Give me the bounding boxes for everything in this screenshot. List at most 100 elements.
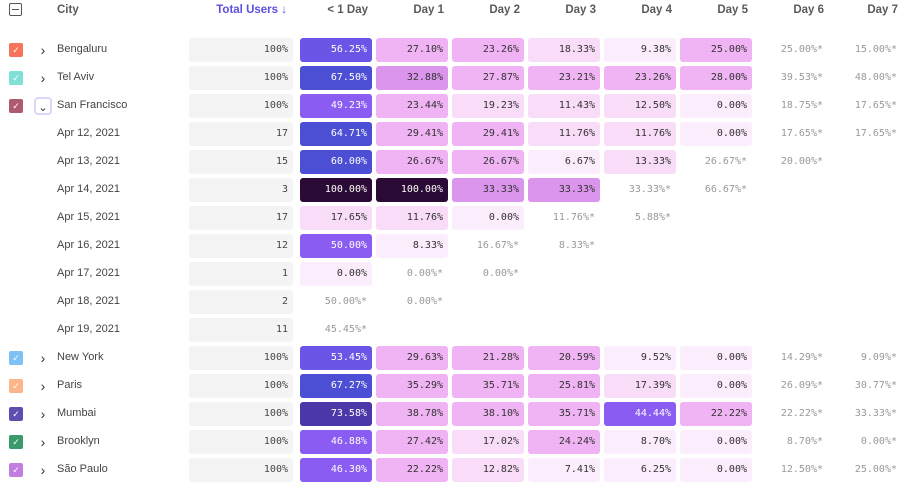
- retention-cell: 22.22%: [376, 458, 448, 482]
- row-label: Apr 17, 2021: [57, 267, 120, 279]
- projected-retention-value: 26.67%*: [704, 156, 747, 167]
- chevron-right-icon[interactable]: ›: [40, 434, 46, 450]
- total-users-cell: 17: [189, 206, 293, 230]
- retention-cell: 6.25%: [604, 458, 676, 482]
- retention-cell: 38.10%: [452, 402, 524, 426]
- retention-cell: 38.78%: [376, 402, 448, 426]
- column-header[interactable]: Day 6: [793, 4, 824, 16]
- total-users-cell: 100%: [189, 458, 293, 482]
- date-row: Apr 19, 2021 11 45.45%*: [0, 318, 920, 342]
- retention-cell: 17.65%: [300, 206, 372, 230]
- retention-cell: 53.45%: [300, 346, 372, 370]
- retention-cell: 28.00%: [680, 66, 752, 90]
- retention-cell: 9.52%: [604, 346, 676, 370]
- city-row: ✓ › São Paulo 100% 46.30% 22.22% 12.82% 7.41% 6.…: [0, 458, 920, 482]
- projected-retention-value: 8.33%*: [558, 240, 595, 251]
- retention-cell: 29.63%: [376, 346, 448, 370]
- projected-retention-value: 9.09%*: [860, 352, 897, 363]
- projected-retention-value: 14.29%*: [780, 352, 823, 363]
- retention-cell: 35.71%: [528, 402, 600, 426]
- chevron-right-icon[interactable]: ›: [40, 350, 46, 366]
- retention-cell: 11.76%: [528, 122, 600, 146]
- retention-cell: 100.00%: [376, 178, 448, 202]
- row-checkbox[interactable]: ✓: [9, 43, 23, 57]
- total-users-cell: 100%: [189, 38, 293, 62]
- retention-cell: 11.76%: [376, 206, 448, 230]
- projected-retention-value: 17.65%*: [854, 128, 897, 139]
- row-checkbox[interactable]: ✓: [9, 407, 23, 421]
- retention-cell: 46.30%: [300, 458, 372, 482]
- total-users-cell: 100%: [189, 94, 293, 118]
- city-row: ✓ › New York 100% 53.45% 29.63% 21.28% 20.59% 9.…: [0, 346, 920, 370]
- column-header[interactable]: Day 3: [565, 4, 596, 16]
- city-column-header[interactable]: City: [57, 4, 79, 16]
- total-users-cell: 15: [189, 150, 293, 174]
- retention-cell: 64.71%: [300, 122, 372, 146]
- row-label: Paris: [57, 379, 83, 391]
- retention-cell: 67.27%: [300, 374, 372, 398]
- select-all-checkbox[interactable]: [9, 3, 22, 16]
- chevron-right-icon[interactable]: ›: [40, 42, 46, 58]
- row-label: Apr 12, 2021: [57, 127, 120, 139]
- retention-cell: 100.00%: [300, 178, 372, 202]
- row-label: Tel Aviv: [57, 71, 95, 83]
- city-row: ✓ ⌄ San Francisco 100% 49.23% 23.44% 19.23% 11.…: [0, 94, 920, 118]
- chevron-right-icon[interactable]: ›: [40, 70, 46, 86]
- retention-cell: 50.00%: [300, 234, 372, 258]
- chevron-right-icon[interactable]: ›: [40, 406, 46, 422]
- retention-cell: 26.67%: [376, 150, 448, 174]
- retention-cell: 0.00%: [680, 458, 752, 482]
- projected-retention-value: 8.70%*: [786, 436, 823, 447]
- retention-cell: 0.00%: [452, 206, 524, 230]
- retention-cell: 26.67%: [452, 150, 524, 174]
- projected-retention-value: 17.65%*: [780, 128, 823, 139]
- projected-retention-value: 48.00%*: [854, 72, 897, 83]
- column-header[interactable]: Day 4: [641, 4, 672, 16]
- column-header[interactable]: Day 1: [413, 4, 444, 16]
- date-row: Apr 13, 2021 15 60.00% 26.67% 26.67% 6.67% 13.…: [0, 150, 920, 174]
- row-checkbox[interactable]: ✓: [9, 71, 23, 85]
- total-users-cell: 100%: [189, 346, 293, 370]
- row-checkbox[interactable]: ✓: [9, 435, 23, 449]
- retention-cell: 19.23%: [452, 94, 524, 118]
- column-header[interactable]: Day 7: [867, 4, 898, 16]
- column-header[interactable]: Day 5: [717, 4, 748, 16]
- chevron-down-icon[interactable]: ⌄: [34, 97, 52, 115]
- retention-cell: 35.29%: [376, 374, 448, 398]
- column-header[interactable]: Day 2: [489, 4, 520, 16]
- projected-retention-value: 25.00%*: [854, 464, 897, 475]
- chevron-right-icon[interactable]: ›: [40, 378, 46, 394]
- retention-cell: 6.67%: [528, 150, 600, 174]
- retention-cell: 21.28%: [452, 346, 524, 370]
- projected-retention-value: 33.33%*: [628, 184, 671, 195]
- retention-cell: 11.76%: [604, 122, 676, 146]
- projected-retention-value: 45.45%*: [324, 324, 367, 335]
- row-label: Apr 14, 2021: [57, 183, 120, 195]
- row-label: Apr 16, 2021: [57, 239, 120, 251]
- row-checkbox[interactable]: ✓: [9, 351, 23, 365]
- chevron-right-icon[interactable]: ›: [40, 462, 46, 478]
- row-label: New York: [57, 351, 104, 363]
- total-users-column-header[interactable]: Total Users ↓: [216, 4, 287, 16]
- retention-cell: 27.10%: [376, 38, 448, 62]
- column-header[interactable]: < 1 Day: [327, 4, 368, 16]
- retention-cell: 9.38%: [604, 38, 676, 62]
- total-users-cell: 100%: [189, 374, 293, 398]
- retention-cell: 35.71%: [452, 374, 524, 398]
- row-label: Mumbai: [57, 407, 97, 419]
- retention-cell: 46.88%: [300, 430, 372, 454]
- row-checkbox[interactable]: ✓: [9, 99, 23, 113]
- retention-cell: 12.50%: [604, 94, 676, 118]
- total-users-cell: 100%: [189, 430, 293, 454]
- city-row: ✓ › Mumbai 100% 73.58% 38.78% 38.10% 35.71% 44.4…: [0, 402, 920, 426]
- retention-cell: 23.21%: [528, 66, 600, 90]
- projected-retention-value: 0.00%*: [406, 296, 443, 307]
- row-checkbox[interactable]: ✓: [9, 463, 23, 477]
- row-label: Apr 15, 2021: [57, 211, 120, 223]
- row-checkbox[interactable]: ✓: [9, 379, 23, 393]
- row-label: San Francisco: [57, 99, 128, 111]
- row-label: Bengaluru: [57, 43, 108, 55]
- row-label: Apr 18, 2021: [57, 295, 120, 307]
- projected-retention-value: 22.22%*: [780, 408, 823, 419]
- total-users-cell: 100%: [189, 66, 293, 90]
